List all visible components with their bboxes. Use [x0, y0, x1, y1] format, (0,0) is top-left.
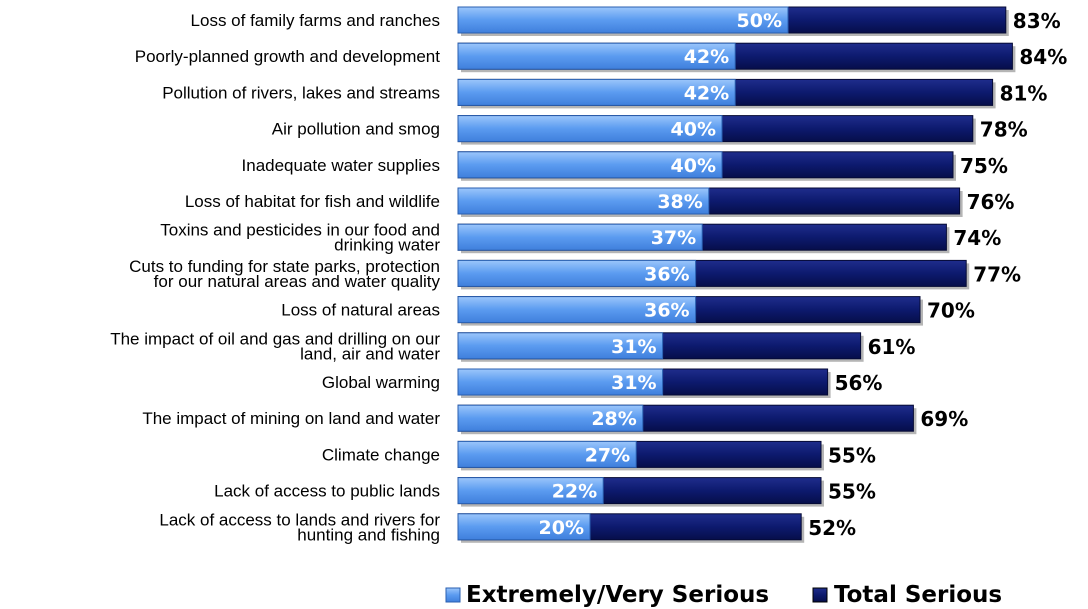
category-label-line: Pollution of rivers, lakes and streams — [162, 83, 440, 102]
category-label: Cuts to funding for state parks, protect… — [129, 257, 440, 291]
bar-extremely-very-serious — [457, 223, 703, 251]
category-label-line: Loss of habitat for fish and wildlife — [185, 192, 440, 211]
category-label-line: Lack of access to lands and rivers for — [159, 510, 440, 529]
bar-extremely-very-serious — [457, 477, 604, 505]
data-label-extremely-very-serious: 36% — [644, 300, 689, 322]
data-label-total-serious: 56% — [835, 371, 883, 395]
data-label-extremely-very-serious: 42% — [684, 82, 729, 104]
category-label-line: Air pollution and smog — [272, 120, 440, 139]
data-label-extremely-very-serious: 27% — [585, 444, 630, 466]
legend: Extremely/Very Serious Total Serious — [445, 582, 1002, 608]
bar-extremely-very-serious — [457, 296, 697, 324]
category-label: Lack of access to public lands — [214, 482, 440, 501]
category-label: Loss of family farms and ranches — [191, 11, 440, 30]
category-label-line: Lack of access to public lands — [214, 482, 440, 501]
category-label: Climate change — [322, 445, 440, 464]
bar-extremely-very-serious — [457, 440, 637, 468]
data-label-total-serious: 84% — [1019, 45, 1067, 69]
category-label: The impact of mining on land and water — [142, 409, 440, 428]
data-label-extremely-very-serious: 40% — [671, 155, 716, 177]
legend-swatch-total-serious — [812, 587, 828, 603]
data-label-total-serious: 83% — [1013, 9, 1061, 33]
category-label: Poorly-planned growth and development — [135, 47, 441, 66]
category-label: Toxins and pesticides in our food and dri… — [160, 221, 440, 255]
data-label-total-serious: 70% — [927, 299, 975, 323]
data-label-extremely-very-serious: 28% — [591, 408, 636, 430]
data-label-total-serious: 74% — [953, 226, 1001, 250]
category-label-line: Poorly-planned growth and development — [135, 47, 441, 66]
data-label-total-serious: 61% — [868, 335, 916, 359]
data-label-extremely-very-serious: 31% — [611, 372, 656, 394]
category-label-line: Loss of natural areas — [281, 301, 440, 320]
data-label-extremely-very-serious: 20% — [539, 517, 584, 539]
category-label-line: Inadequate water supplies — [242, 156, 440, 175]
data-label-extremely-very-serious: 36% — [644, 263, 689, 285]
category-label-line: hunting and fishing — [297, 525, 440, 544]
bar-extremely-very-serious — [457, 332, 664, 360]
category-label-line: Global warming — [322, 373, 440, 392]
data-label-total-serious: 69% — [920, 407, 968, 431]
bar-extremely-very-serious — [457, 115, 723, 143]
category-label-line: Climate change — [322, 445, 440, 464]
data-label-total-serious: 52% — [808, 516, 856, 540]
data-label-total-serious: 55% — [828, 480, 876, 504]
legend-swatch-extremely-very-serious — [445, 587, 461, 603]
data-label-total-serious: 81% — [1000, 81, 1048, 105]
category-label-line: for our natural areas and water quality — [154, 272, 441, 291]
category-label-line: Toxins and pesticides in our food and — [160, 221, 440, 240]
category-label-line: drinking water — [334, 236, 440, 255]
plot-area: 50% 83% Loss of family farms and ranches 42… — [110, 6, 1067, 544]
category-label: Inadequate water supplies — [242, 156, 440, 175]
data-label-total-serious: 75% — [960, 154, 1008, 178]
bar-extremely-very-serious — [457, 404, 644, 432]
bar-extremely-very-serious — [457, 513, 591, 541]
data-label-total-serious: 77% — [973, 262, 1021, 286]
category-label: The impact of oil and gas and drilling o… — [110, 329, 440, 363]
data-label-extremely-very-serious: 38% — [657, 191, 702, 213]
category-label-line: land, air and water — [300, 344, 440, 363]
data-label-extremely-very-serious: 40% — [671, 119, 716, 141]
data-label-total-serious: 55% — [828, 443, 876, 467]
bar-extremely-very-serious — [457, 78, 736, 106]
data-label-extremely-very-serious: 37% — [651, 227, 696, 249]
bar-extremely-very-serious — [457, 259, 697, 287]
category-label: Loss of natural areas — [281, 301, 440, 320]
category-label: Lack of access to lands and rivers for hu… — [159, 510, 440, 544]
category-label-line: The impact of oil and gas and drilling o… — [110, 329, 440, 348]
bar-extremely-very-serious — [457, 42, 736, 70]
bar-extremely-very-serious — [457, 368, 664, 396]
legend-label-total-serious: Total Serious — [834, 582, 1002, 608]
data-label-total-serious: 76% — [967, 190, 1015, 214]
data-label-extremely-very-serious: 50% — [737, 10, 782, 32]
category-label-line: The impact of mining on land and water — [142, 409, 440, 428]
data-label-total-serious: 78% — [980, 118, 1028, 142]
category-label: Air pollution and smog — [272, 120, 440, 139]
data-label-extremely-very-serious: 22% — [552, 481, 597, 503]
bar-extremely-very-serious — [457, 187, 710, 215]
category-label: Global warming — [322, 373, 440, 392]
data-label-extremely-very-serious: 31% — [611, 336, 656, 358]
bar-extremely-very-serious — [457, 6, 789, 34]
category-label: Loss of habitat for fish and wildlife — [185, 192, 440, 211]
bar-extremely-very-serious — [457, 151, 723, 179]
category-label: Pollution of rivers, lakes and streams — [162, 83, 440, 102]
legend-label-extremely-very-serious: Extremely/Very Serious — [466, 582, 769, 608]
category-label-line: Cuts to funding for state parks, protect… — [129, 257, 440, 276]
data-label-extremely-very-serious: 42% — [684, 46, 729, 68]
category-label-line: Loss of family farms and ranches — [191, 11, 440, 30]
